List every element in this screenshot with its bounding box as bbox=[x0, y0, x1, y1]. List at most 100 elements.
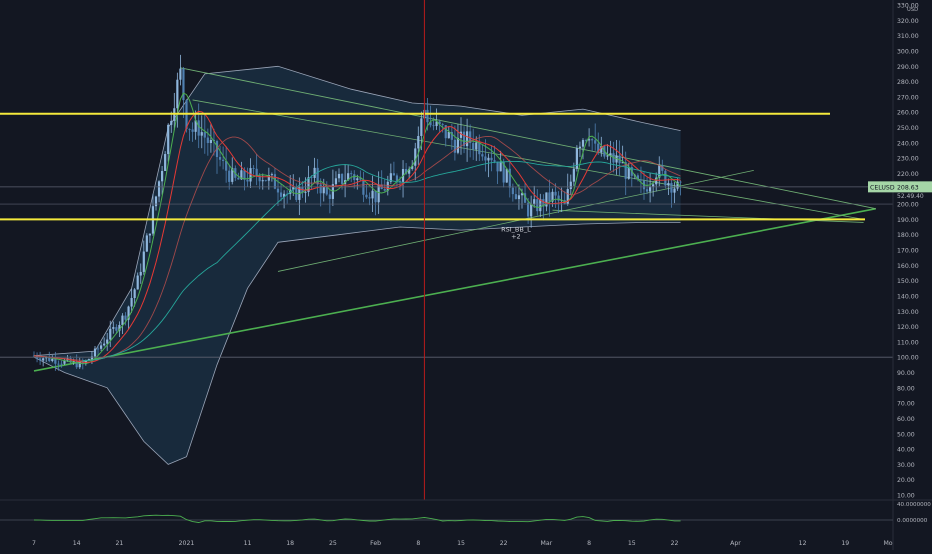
x-tick-label: 22 bbox=[500, 540, 508, 547]
candle-body bbox=[588, 139, 591, 141]
candle-body bbox=[441, 124, 444, 126]
candle-body bbox=[179, 68, 182, 80]
candle-body bbox=[154, 196, 158, 207]
candle-body bbox=[447, 131, 450, 139]
candle-body bbox=[222, 159, 225, 161]
candle-body bbox=[328, 194, 331, 199]
price-tag bbox=[868, 181, 932, 193]
candle-body bbox=[148, 233, 151, 236]
oscillator-panel[interactable]: 40.0000000 0.0000000 bbox=[0, 499, 932, 524]
candle-body bbox=[176, 79, 179, 109]
candle-body bbox=[523, 193, 527, 203]
candle-body bbox=[194, 120, 197, 132]
y-tick-label: 30.00 bbox=[897, 462, 915, 469]
bollinger-band bbox=[33, 65, 681, 465]
y-tick-label: 200.00 bbox=[897, 202, 919, 209]
y-tick-label: 120.00 bbox=[897, 324, 919, 331]
candle-body bbox=[197, 120, 200, 136]
candle-body bbox=[124, 315, 127, 320]
candle-body bbox=[60, 363, 63, 365]
candle-body bbox=[508, 168, 511, 188]
x-tick-label: 15 bbox=[457, 540, 465, 547]
y-tick-label: 20.00 bbox=[897, 477, 915, 484]
candle-body bbox=[54, 358, 57, 364]
candle-body bbox=[496, 161, 499, 172]
candle-body bbox=[575, 148, 578, 169]
candle-body bbox=[316, 167, 319, 185]
y-tick-label: 280.00 bbox=[897, 79, 919, 86]
candle-body bbox=[136, 275, 139, 290]
candle-body bbox=[429, 122, 432, 126]
y-tick-label: 190.00 bbox=[897, 217, 919, 224]
candle-body bbox=[304, 191, 307, 193]
candle-body bbox=[636, 175, 639, 180]
y-axis[interactable]: 330.00 320.00 310.00 300.00 290.00 280.00 270.… bbox=[868, 0, 932, 550]
candle-body bbox=[42, 358, 45, 361]
candle-body bbox=[505, 168, 508, 183]
candle-body bbox=[225, 160, 228, 171]
candle-body bbox=[527, 202, 530, 217]
candle-body bbox=[100, 345, 103, 349]
candle-body bbox=[511, 187, 514, 195]
candle-body bbox=[661, 165, 664, 171]
candle-body bbox=[292, 186, 295, 190]
candle-body bbox=[164, 154, 167, 171]
x-tick-label: 19 bbox=[841, 540, 849, 547]
candle-body bbox=[673, 188, 676, 193]
candle-body bbox=[48, 356, 51, 361]
candle-body bbox=[572, 168, 575, 182]
y-tick-label: 320.00 bbox=[897, 18, 919, 25]
candle-body bbox=[157, 181, 161, 197]
oscillator-line bbox=[33, 514, 681, 523]
candle-body bbox=[444, 125, 447, 139]
candle-body bbox=[322, 187, 325, 194]
candle-body bbox=[313, 167, 316, 178]
candle-body bbox=[478, 142, 481, 155]
candle-body bbox=[270, 174, 273, 176]
x-tick-label: Apr bbox=[730, 540, 741, 547]
candle-body bbox=[609, 153, 612, 156]
candle-body bbox=[246, 179, 249, 182]
candle-body bbox=[142, 251, 145, 272]
candle-body bbox=[514, 194, 517, 200]
candle-body bbox=[96, 348, 100, 350]
candle-body bbox=[490, 157, 493, 161]
candle-body bbox=[664, 170, 667, 186]
oscillator-tick-zero: 0.0000000 bbox=[897, 518, 928, 524]
candle-body bbox=[584, 140, 588, 141]
y-tick-label: 230.00 bbox=[897, 156, 919, 163]
candle-body bbox=[365, 194, 368, 198]
candle-body bbox=[652, 184, 655, 187]
candle-body bbox=[255, 168, 258, 176]
candle-body bbox=[276, 188, 280, 193]
y-tick-label: 270.00 bbox=[897, 94, 919, 101]
candle-body bbox=[188, 128, 191, 130]
candle-body bbox=[466, 131, 469, 147]
x-axis[interactable]: 7 14 21 2021 11 18 25 Feb 8 15 22 Mar 8 15 22 Apr 12 19 Mo bbox=[32, 540, 893, 547]
candle-body bbox=[109, 328, 112, 340]
candle-body bbox=[75, 361, 78, 368]
candle-body bbox=[228, 170, 231, 182]
candle-body bbox=[118, 324, 121, 331]
candle-body bbox=[392, 173, 395, 176]
candle-body bbox=[557, 195, 560, 201]
x-tick-label: 7 bbox=[32, 540, 36, 547]
candle-body bbox=[578, 146, 582, 149]
candle-body bbox=[356, 178, 359, 181]
price-tag-value: 208.63 bbox=[897, 184, 919, 191]
candle-body bbox=[90, 356, 94, 360]
candle-body bbox=[548, 192, 551, 202]
candle-body bbox=[542, 198, 545, 207]
y-tick-label: 220.00 bbox=[897, 171, 919, 178]
candle-body bbox=[417, 135, 420, 149]
candle-body bbox=[658, 165, 661, 178]
candle-body bbox=[459, 131, 463, 138]
candle-body bbox=[374, 190, 377, 203]
candle-body bbox=[340, 173, 344, 184]
candle-body bbox=[581, 140, 585, 147]
y-tick-label: 130.00 bbox=[897, 309, 919, 316]
candle-body bbox=[212, 140, 216, 141]
candle-body bbox=[517, 195, 521, 200]
